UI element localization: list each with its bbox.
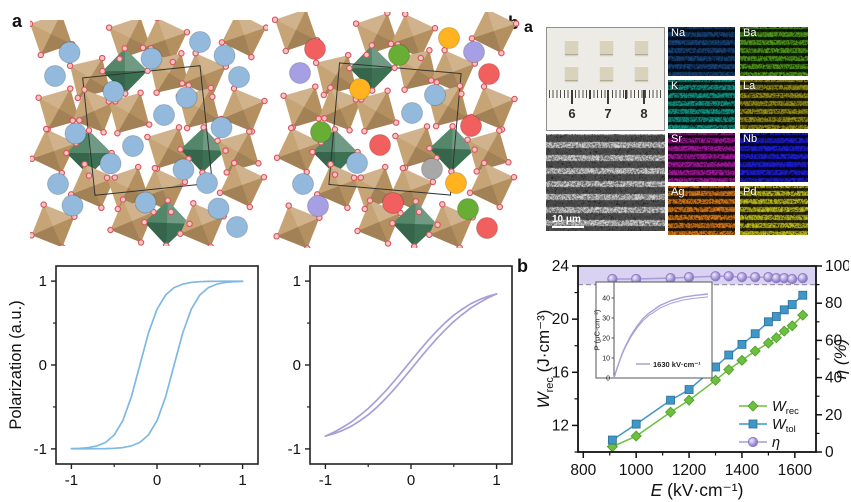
svg-text:0: 0 <box>825 444 834 461</box>
unit-cell-outline <box>328 62 462 196</box>
eds-element-label: Nb <box>743 133 758 145</box>
svg-text:40: 40 <box>602 296 610 303</box>
panel-label-a-left: a <box>12 11 23 31</box>
loop-branch_down <box>324 293 498 437</box>
eds-map-ag: Ag <box>668 186 735 235</box>
legend-label: Wtol <box>772 417 796 435</box>
svg-text:1400: 1400 <box>725 462 760 479</box>
energy-storage-chart: 800 1000 1200 1400 160012162024020406080100E… <box>536 258 849 500</box>
eds-map-canvas <box>668 186 735 235</box>
eds-element-label: La <box>743 80 756 92</box>
eds-map-canvas <box>668 80 735 129</box>
svg-text:20: 20 <box>825 407 843 424</box>
legend-label: η <box>772 435 780 451</box>
eds-map-canvas <box>740 80 808 129</box>
svg-text:100: 100 <box>825 258 849 275</box>
inset-legend-label: 1630 kV·cm⁻¹ <box>653 360 701 369</box>
svg-text:80: 80 <box>825 295 843 312</box>
pe-loop-normal-chart: -1 0 1 -1 0 1 Polarization (a.u.) <box>7 265 259 489</box>
eds-map-pd: Pd <box>740 186 808 235</box>
eds-element-label: Ba <box>743 27 757 39</box>
eds-map-nb: Nb <box>740 133 808 182</box>
svg-text:60: 60 <box>825 332 843 349</box>
eds-map-canvas <box>740 133 808 182</box>
y-axis-label-right: η (%) <box>831 339 849 380</box>
eds-element-label: Pd <box>743 186 757 198</box>
ceramic-samples <box>547 28 664 90</box>
unit-cell-outline <box>82 65 213 196</box>
svg-text:800: 800 <box>570 462 596 479</box>
eds-element-label: Ag <box>671 186 685 198</box>
y-axis-label-left: Wrec (J·cm⁻³) <box>536 310 556 409</box>
svg-text:12: 12 <box>552 417 569 434</box>
panel-label-b-chart: b <box>517 256 528 276</box>
sem-canvas <box>546 134 665 231</box>
eds-map-canvas <box>740 186 808 235</box>
panel-label-a-right: a <box>524 19 533 36</box>
ceramic-chip <box>565 66 578 81</box>
svg-text:1: 1 <box>492 472 500 489</box>
eds-map-la: La <box>740 80 808 129</box>
svg-text:24: 24 <box>552 258 570 275</box>
series-eta <box>607 271 808 285</box>
eds-element-label: Sr <box>671 133 682 145</box>
ruler: 6 7 8 <box>547 90 664 130</box>
svg-text:10: 10 <box>602 356 610 363</box>
series-W_rec <box>606 309 809 453</box>
svg-text:1: 1 <box>238 472 246 489</box>
eds-map-grid: Na Ba K La Sr Nb Ag Pd <box>668 27 808 235</box>
svg-text:40: 40 <box>825 370 843 387</box>
crystal-structure-undoped <box>30 20 268 246</box>
eds-element-label: Na <box>671 27 686 39</box>
svg-text:0: 0 <box>293 357 301 374</box>
svg-text:1: 1 <box>293 273 301 290</box>
eds-map-k: K <box>668 80 735 129</box>
svg-text:-1: -1 <box>34 441 47 458</box>
svg-text:0: 0 <box>407 472 415 489</box>
series-W_tol <box>607 290 808 445</box>
svg-text:0: 0 <box>39 357 47 374</box>
inset-pe-curve: 0 10 20 30 40P (μC·cm⁻²) 1630 kV·cm⁻¹ <box>593 281 713 383</box>
svg-text:1200: 1200 <box>672 462 707 479</box>
svg-text:1000: 1000 <box>619 462 654 479</box>
loop-branch_down <box>70 280 244 450</box>
svg-text:0: 0 <box>153 472 161 489</box>
x-axis-label: E (kV·cm⁻¹) <box>651 480 744 500</box>
inset-y-label: P (μC·cm⁻²) <box>593 309 602 350</box>
ceramic-chip <box>635 40 648 55</box>
svg-text:20: 20 <box>602 336 610 343</box>
sem-image: 10 μm <box>546 134 665 231</box>
legend-label: Wrec <box>772 399 799 417</box>
svg-text:-1: -1 <box>65 472 78 489</box>
eds-map-canvas <box>740 27 808 76</box>
eds-element-label: K <box>671 80 679 92</box>
svg-text:0: 0 <box>606 376 610 383</box>
ruler-fine-ticks <box>549 90 662 98</box>
sem-scale-bar <box>552 226 584 228</box>
ceramic-chip <box>565 40 578 55</box>
eds-map-sr: Sr <box>668 133 735 182</box>
svg-text:16: 16 <box>552 364 569 381</box>
eds-map-canvas <box>668 27 735 76</box>
ceramic-photo: 6 7 8 <box>546 27 665 131</box>
ceramic-chip <box>600 40 613 55</box>
loop-branch_up <box>70 280 244 450</box>
y-axis-label: Polarization (a.u.) <box>7 300 25 429</box>
eds-map-ba: Ba <box>740 27 808 76</box>
ceramic-chip <box>600 66 613 81</box>
svg-text:-1: -1 <box>288 441 301 458</box>
svg-text:30: 30 <box>602 316 610 323</box>
eds-map-na: Na <box>668 27 735 76</box>
loop-branch_up <box>324 293 498 437</box>
svg-text:-1: -1 <box>319 472 332 489</box>
ceramic-chip <box>635 66 648 81</box>
svg-text:20: 20 <box>552 311 570 328</box>
crystal-structure-doped <box>272 12 520 248</box>
eds-map-canvas <box>668 133 735 182</box>
sem-scale-label: 10 μm <box>552 214 581 225</box>
svg-text:1600: 1600 <box>778 462 813 479</box>
svg-text:1: 1 <box>39 273 47 290</box>
pe-loop-slim-chart: -1 0 1 -1 0 1 <box>288 265 513 489</box>
